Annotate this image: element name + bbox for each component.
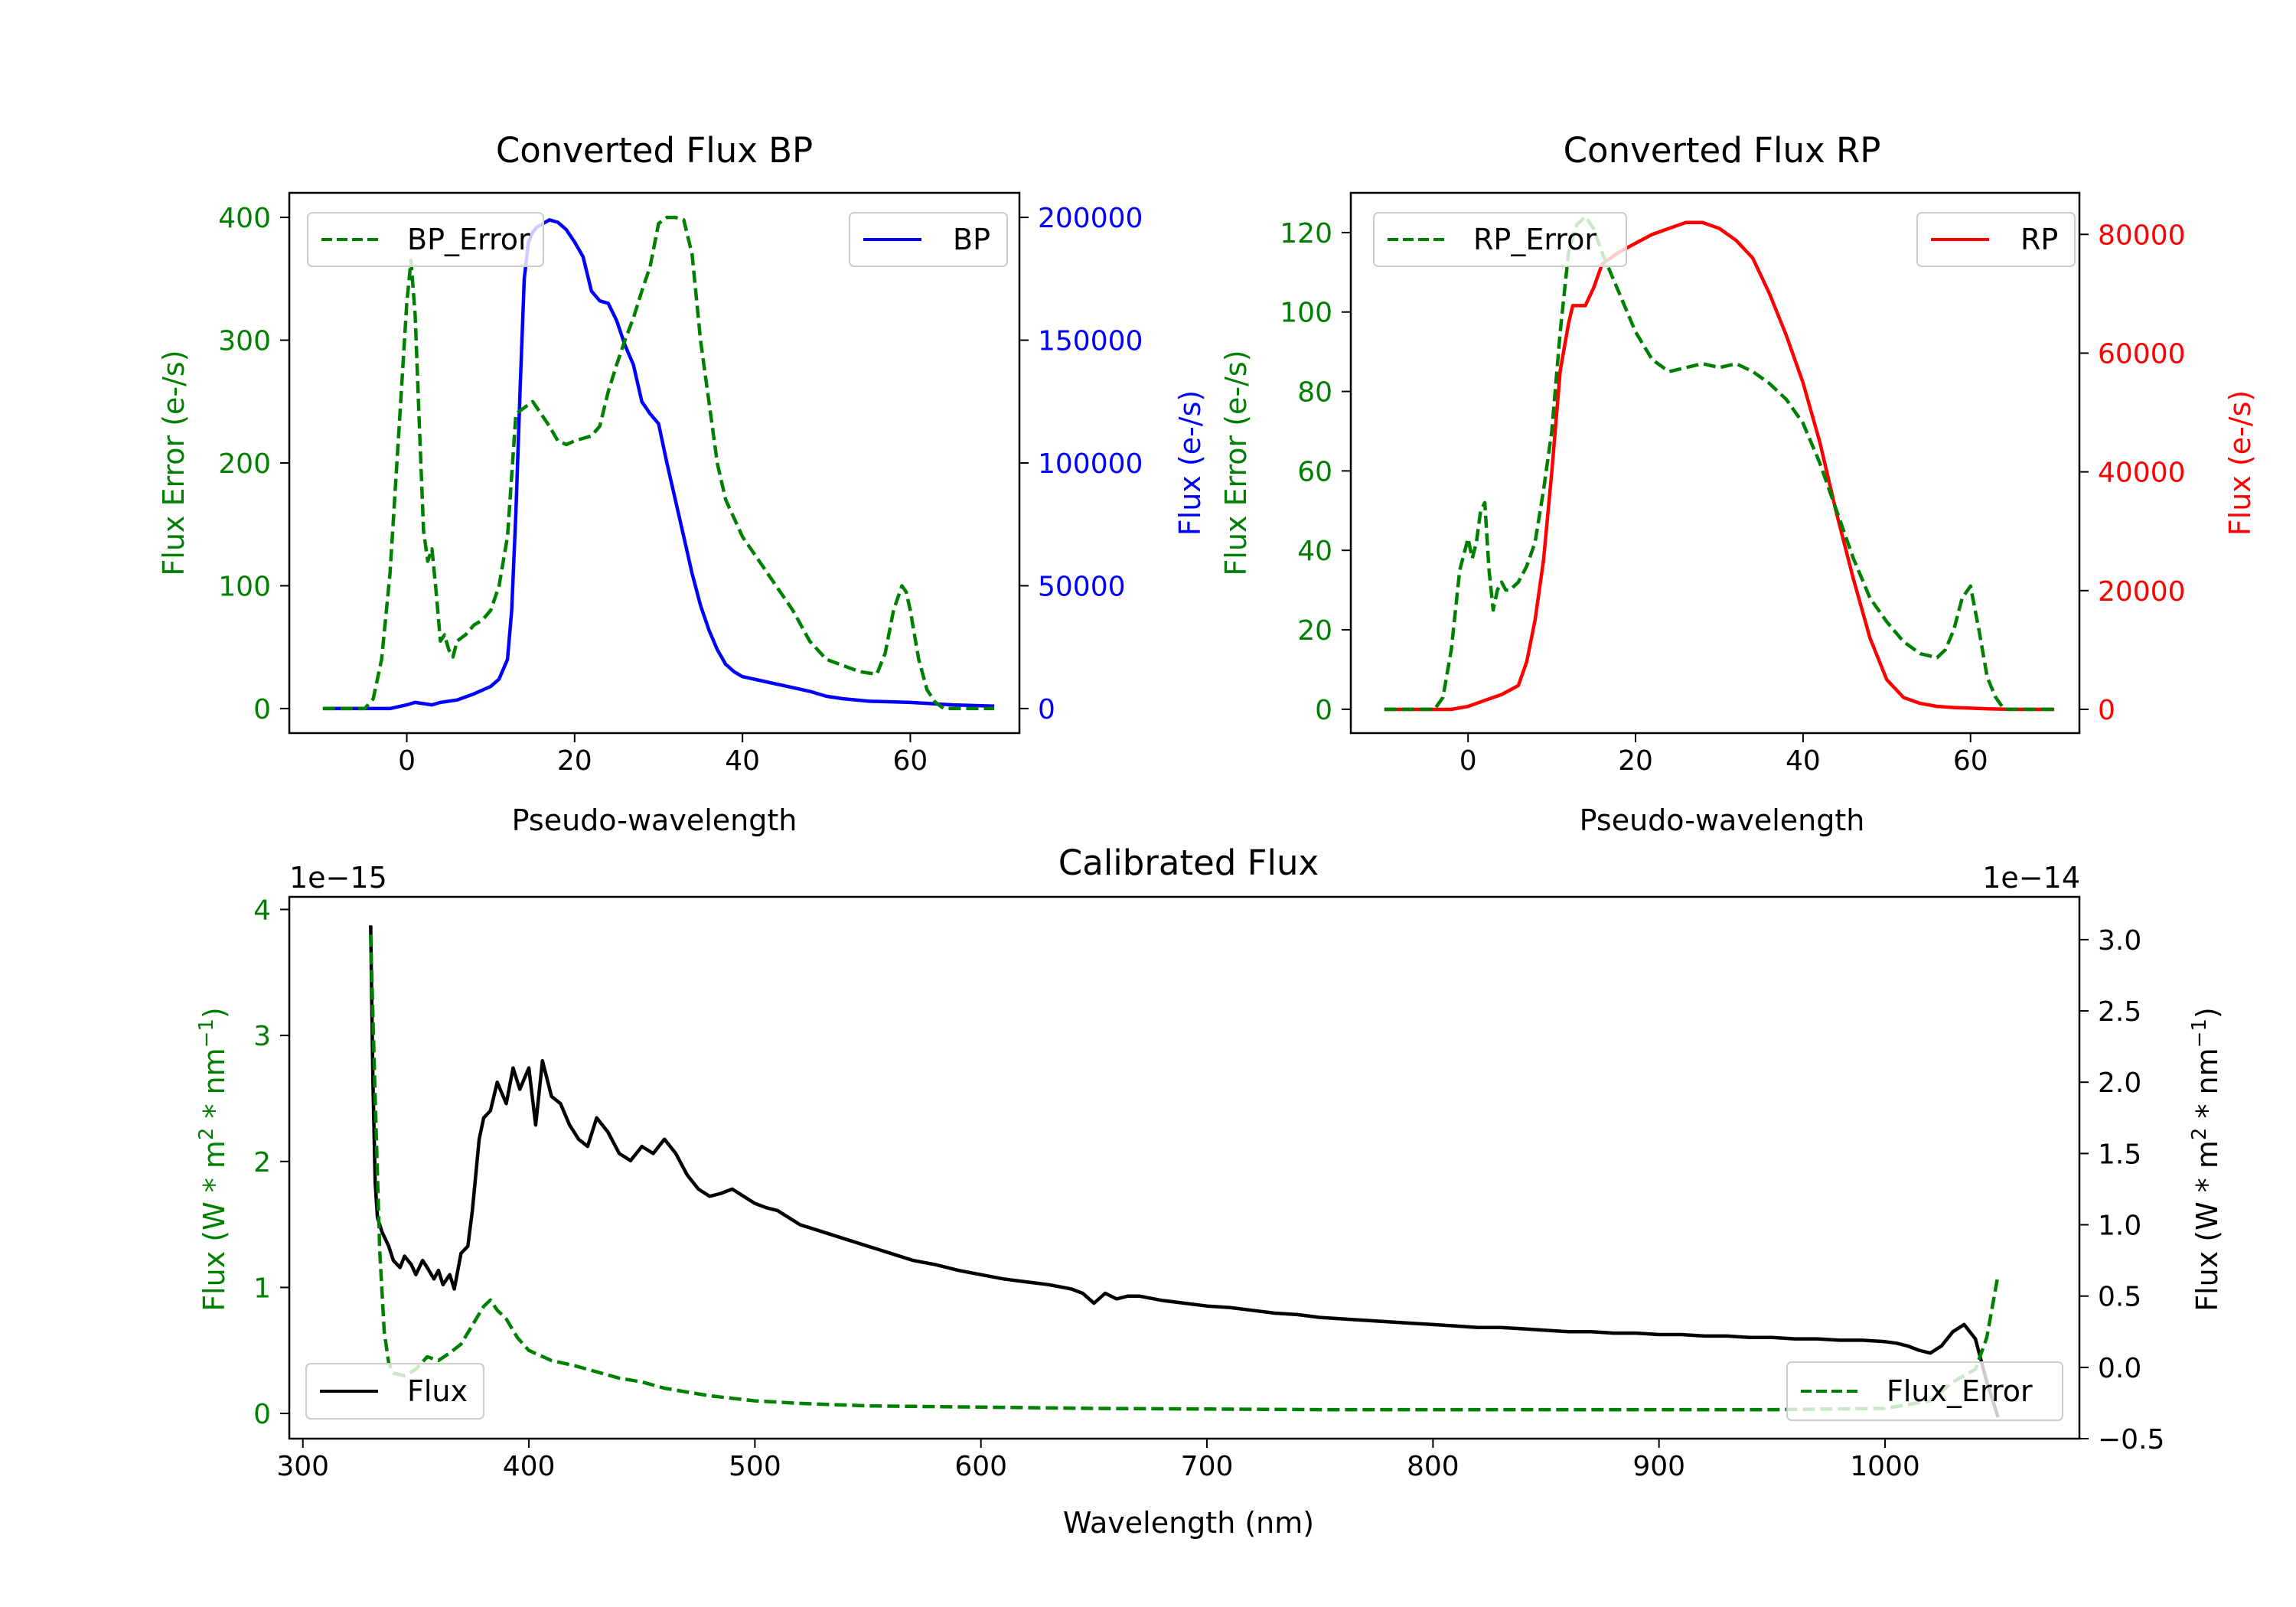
rp-legend-left: RP_Error (1373, 212, 1627, 267)
bp-ytick-right-label: 100000 (1038, 448, 1143, 480)
bp-legend-right-box (849, 212, 1008, 267)
bp-legend-right-label: BP (953, 223, 990, 256)
cal-ytick-right-label: 1.5 (2098, 1139, 2141, 1170)
bp-ytick-right-label: 200000 (1038, 203, 1143, 234)
bp-ytick-left-label: 0 (253, 694, 271, 725)
cal-ytick-right-label: 3.0 (2098, 925, 2141, 957)
rp-ytick-right-label: 80000 (2098, 220, 2186, 251)
rp-legend-right: RP (1916, 212, 2076, 267)
cal-xtick-label: 800 (1407, 1451, 1459, 1482)
bp-ytick-left-label: 200 (218, 448, 271, 480)
rp-series-rp-error (1384, 214, 2055, 712)
rp-axes-frame (1349, 191, 2081, 735)
bp-ytick-right-label: 0 (1038, 694, 1055, 725)
cal-ytick-left-label: 2 (253, 1147, 271, 1178)
cal-xtick-label: 500 (729, 1451, 781, 1482)
rp-ytick-left-label: 100 (1280, 298, 1332, 329)
cal-legend-left: Flux_Error (1786, 1361, 2063, 1421)
bp-xtick-label: 20 (557, 745, 592, 777)
bp-panel: Converted Flux BP Pseudo-wavelength Flux… (157, 130, 1207, 837)
cal-series-flux (369, 925, 2000, 1418)
bp-ylabel-left: Flux Error (e-/s) (157, 350, 191, 575)
bp-title: Converted Flux BP (496, 130, 813, 171)
cal-ylabel-left: Flux (W * m2 * nm−1) (195, 1007, 231, 1312)
bp-xlabel: Pseudo-wavelength (512, 804, 797, 837)
cal-ytick-right-label: 2.0 (2098, 1068, 2141, 1099)
cal-legend-right-label: Flux (407, 1374, 468, 1408)
cal-ylabel-right: Flux (W * m2 * nm−1) (2188, 1007, 2224, 1312)
cal-ytick-left-label: 3 (253, 1021, 271, 1052)
cal-xtick-label: 700 (1181, 1451, 1234, 1482)
cal-ytick-left-label: 0 (253, 1399, 271, 1430)
cal-xlabel: Wavelength (nm) (1063, 1506, 1314, 1540)
rp-ytick-left-label: 20 (1297, 615, 1332, 647)
rp-ytick-left-label: 0 (1315, 695, 1332, 726)
rp-panel: Converted Flux RP Pseudo-wavelength Flux… (1219, 130, 2257, 837)
cal-ytick-left-label: 4 (253, 895, 271, 926)
cal-offset-left: 1e−15 (289, 861, 387, 895)
rp-series-rp (1384, 220, 2055, 712)
rp-ytick-left-label: 80 (1297, 377, 1332, 409)
cal-offset-right: 1e−14 (1982, 861, 2080, 895)
rp-title: Converted Flux RP (1564, 130, 1881, 171)
cal-legend-left-label: Flux_Error (1887, 1374, 2033, 1408)
rp-xlabel: Pseudo-wavelength (1580, 804, 1865, 837)
cal-legend-left-box (1786, 1361, 2063, 1421)
cal-ytick-right-label: 2.5 (2098, 996, 2141, 1028)
rp-ytick-right-label: 60000 (2098, 338, 2186, 370)
bp-series-bp (322, 218, 995, 711)
rp-plot-area: 0 20 40 60 0 20 40 60 80 100 120 0 20000 40000 60000 80… (1280, 191, 2186, 777)
rp-ytick-right-label: 20000 (2098, 576, 2186, 608)
cal-ytick-left-label: 1 (253, 1273, 271, 1304)
rp-ytick-right-label: 40000 (2098, 458, 2186, 489)
bp-legend-left: BP_Error (307, 212, 544, 267)
rp-legend-right-label: RP (2020, 223, 2058, 256)
bp-xtick-label: 40 (725, 745, 760, 777)
cal-ytick-right-label: 0.5 (2098, 1282, 2141, 1313)
cal-ytick-right-label: 1.0 (2098, 1211, 2141, 1242)
rp-ytick-left-label: 40 (1297, 536, 1332, 567)
cal-title: Calibrated Flux (1058, 843, 1319, 883)
bp-series-bp-error (322, 215, 995, 711)
rp-xtick-label: 20 (1618, 745, 1653, 777)
bp-legend-right: BP (849, 212, 1008, 267)
cal-xtick-label: 900 (1632, 1451, 1685, 1482)
cal-legend-right: Flux (305, 1363, 484, 1420)
bp-xtick-label: 0 (398, 745, 416, 777)
cal-xtick-label: 300 (276, 1451, 329, 1482)
bp-ytick-right-label: 50000 (1038, 571, 1126, 602)
rp-ylabel-right: Flux (e-/s) (2223, 390, 2257, 536)
rp-ytick-left-label: 60 (1297, 456, 1332, 487)
bp-ytick-left-label: 400 (218, 203, 271, 234)
bp-plot-area: 0 20 40 60 0 100 200 300 400 0 50000 100000 150000 20… (218, 191, 1143, 777)
cal-ytick-right-label: 0.0 (2098, 1353, 2141, 1384)
cal-plot-area: 300 400 500 600 700 800 900 1000 0 1 2 3 4 −0.5 0.0 0.5… (253, 895, 2164, 1482)
cal-ytick-right-label: −0.5 (2098, 1424, 2164, 1455)
rp-legend-left-label: RP_Error (1473, 223, 1596, 256)
cal-series-flux-error (369, 934, 2000, 1412)
cal-axes-frame (288, 895, 2081, 1440)
bp-ylabel-right: Flux (e-/s) (1173, 390, 1207, 536)
cal-xtick-label: 400 (503, 1451, 556, 1482)
rp-ylabel-left: Flux Error (e-/s) (1219, 350, 1253, 575)
rp-xtick-label: 60 (1953, 745, 1988, 777)
bp-ytick-left-label: 300 (218, 326, 271, 357)
rp-xtick-label: 40 (1786, 745, 1821, 777)
cal-legend-right-box (305, 1363, 484, 1420)
rp-xtick-label: 0 (1459, 745, 1477, 777)
rp-legend-right-box (1916, 212, 2076, 267)
cal-xtick-label: 1000 (1850, 1451, 1920, 1482)
cal-panel: Calibrated Flux Wavelength (nm) 1e−15 1e… (195, 843, 2224, 1540)
bp-ytick-right-label: 150000 (1038, 326, 1143, 357)
rp-ytick-right-label: 0 (2098, 695, 2115, 726)
rp-legend-left-box (1373, 212, 1627, 267)
bp-legend-left-label: BP_Error (407, 223, 530, 256)
cal-xtick-label: 600 (954, 1451, 1007, 1482)
bp-legend-left-box (307, 212, 544, 267)
rp-ytick-left-label: 120 (1280, 218, 1332, 249)
bp-xtick-label: 60 (893, 745, 928, 777)
bp-ytick-left-label: 100 (218, 571, 271, 602)
